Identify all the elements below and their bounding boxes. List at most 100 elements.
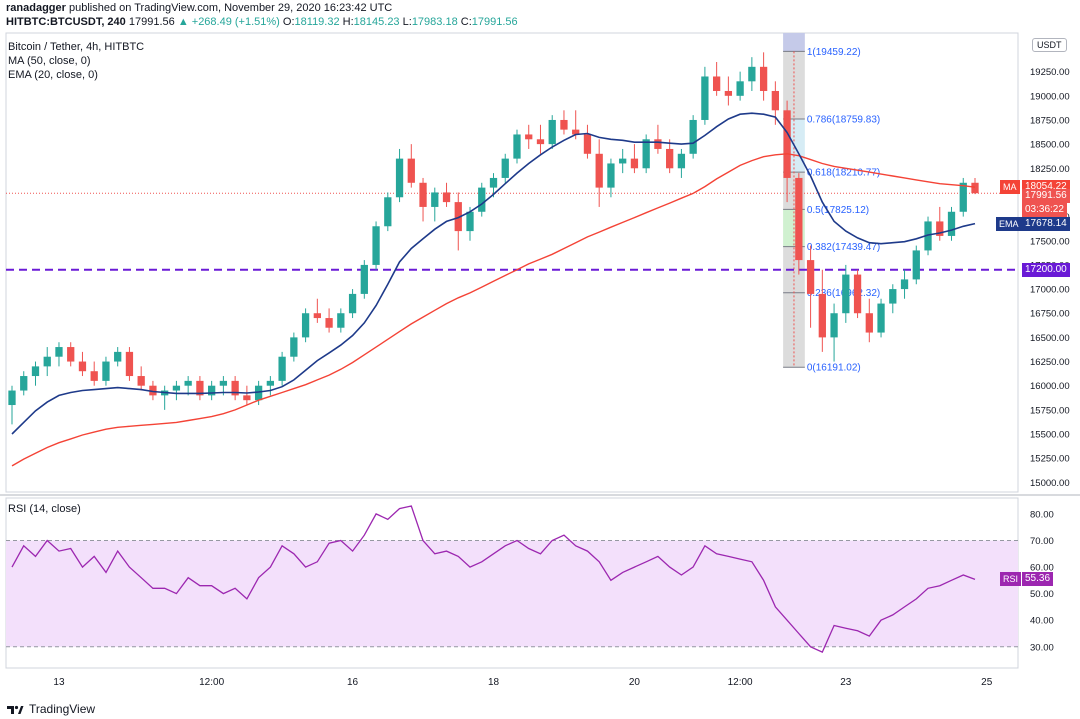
candle [395,148,404,203]
candle-body [912,250,920,280]
candle [936,206,944,241]
candle-body [630,158,639,169]
candle-body [818,293,826,338]
candle [865,298,873,343]
candle [20,371,28,396]
time-tick-label: 23 [840,677,852,688]
candle [630,144,639,174]
candle [959,177,967,217]
candle-body [196,380,204,396]
candle-body [971,182,979,194]
countdown-tag: 03:36:22 [1022,203,1067,218]
candle [431,187,439,222]
legend-ema[interactable]: EMA (20, close, 0) [8,69,98,81]
tradingview-logo[interactable]: TradingView [6,702,95,716]
candle [889,284,897,314]
time-tick-label: 16 [347,677,359,688]
legend-ma[interactable]: MA (50, close, 0) [8,55,91,67]
candle [666,139,674,174]
price-tick-label: 18750.00 [1030,115,1070,126]
candle [254,380,263,406]
legend-rsi[interactable]: RSI (14, close) [8,503,81,515]
candle-body [712,76,721,91]
publish-text: published on TradingView.com, November 2… [68,2,393,14]
close-label: C: [460,16,472,28]
candle [830,303,838,362]
candle-body [900,279,909,290]
candle-body [501,158,509,178]
candle-body [313,313,321,319]
candle-body [337,313,345,328]
candle-body [947,211,956,236]
fib-level-label: 0.5(17825.12) [807,205,869,216]
publisher-name[interactable]: ranadagger [6,2,66,14]
candle-body [384,197,392,227]
candle [900,269,909,299]
currency-badge[interactable]: USDT [1032,38,1067,52]
candle-body [889,289,897,304]
candle [290,332,298,362]
candle-body [114,351,122,362]
candle [454,192,462,251]
price-tick-label: 15000.00 [1030,478,1070,489]
candle-body [137,376,145,386]
candle-body [78,361,87,372]
rsi-tag-value: 55.36 [1022,572,1054,587]
support-tag: 17200.00 [1022,262,1070,277]
candle-body [783,110,791,178]
candle-body [290,337,298,357]
candle-body [701,76,709,120]
candle-body [419,182,427,207]
last-price-tag: 17991.56 [1022,189,1070,204]
rsi-tag-label: RSI [1000,572,1022,587]
candle [595,139,603,207]
candle-body [466,211,474,232]
candle-body [595,153,603,188]
candle [724,76,733,106]
chart-canvas[interactable]: 19250.00 19000.00 18750.00 18500.00 18250.00… [0,30,1080,702]
candle [384,192,392,232]
rsi-tick-label: 60.00 [1030,563,1054,574]
candle-body [959,182,967,212]
candle [712,61,721,96]
last-price: 17991.56 [128,16,175,28]
fib-level-label: 0.618(18210.77) [807,168,880,179]
tradingview-logo-icon [7,705,24,714]
rsi-tick-label: 40.00 [1030,616,1054,627]
price-tick-label: 17000.00 [1030,285,1070,296]
candle [947,206,956,241]
candle-body [865,313,873,333]
candle [795,173,803,275]
legend-title[interactable]: Bitcoin / Tether, 4h, HITBTC [8,41,145,53]
time-tick-label: 20 [629,677,641,688]
candle [278,351,286,386]
candle [501,153,509,183]
symbol-label: HITBTC:BTCUSDT, 240 [6,16,126,28]
open-value: 18119.32 [294,16,340,28]
candle [55,342,63,367]
candle-body [31,366,40,377]
candle-body [20,376,28,391]
price-tick-label: 16250.00 [1030,357,1070,368]
candle [196,376,204,401]
candle-body [513,134,521,159]
candle-body [231,380,239,396]
fib-zone-top [783,33,805,52]
candle-body [8,390,16,406]
price-tick-label: 15250.00 [1030,454,1070,465]
candle [137,366,145,391]
rsi-line [11,505,976,653]
time-tick-label: 12:00 [728,677,753,688]
candle-body [454,202,462,232]
candle-body [431,192,439,207]
candle-body [842,274,850,314]
candle [689,115,697,159]
candle-body [759,66,768,91]
ma-tag-label: MA [1000,180,1020,195]
candle-body [372,226,380,265]
candle [536,124,545,154]
rsi-legend: RSI (14, close) [8,502,81,516]
candle-body [395,158,404,198]
candle-body [572,129,580,135]
candle [31,361,40,386]
